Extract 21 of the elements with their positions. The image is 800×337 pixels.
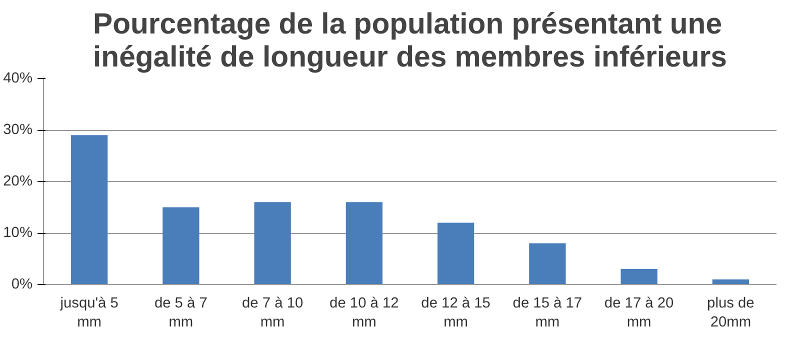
bar (162, 207, 200, 284)
bar (620, 269, 658, 284)
x-tick-label: jusqu'à 5 mm (59, 296, 118, 331)
x-tick-label: de 17 à 20 mm (604, 296, 674, 331)
bar (70, 135, 108, 284)
y-tick-label: 0% (11, 276, 33, 292)
x-tick-label: de 5 à 7 mm (154, 296, 208, 331)
bar (254, 202, 291, 284)
x-tick-label: de 7 à 10 mm (242, 296, 304, 331)
x-tick-label: de 15 à 17 mm (512, 296, 582, 331)
bar (437, 222, 474, 284)
bar (346, 202, 383, 284)
y-tick-label: 30% (3, 122, 33, 138)
y-tick-label: 20% (3, 174, 33, 190)
chart-title: Pourcentage de la population présentant une inégalité de longueur des membres inférieurs (93, 8, 728, 74)
x-tick-label: plus de 20mm (707, 296, 754, 331)
bar (529, 243, 566, 284)
y-tick-label: 40% (3, 70, 33, 86)
y-tick-label: 10% (3, 225, 33, 241)
x-tick-label: de 10 à 12 mm (330, 296, 399, 331)
x-tick-label: de 12 à 15 mm (421, 296, 490, 331)
